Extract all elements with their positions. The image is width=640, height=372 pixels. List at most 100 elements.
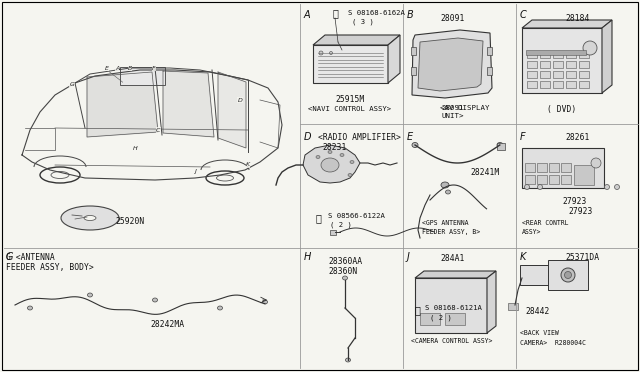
Text: E: E (407, 132, 413, 142)
Ellipse shape (321, 158, 339, 172)
Text: UNIT>: UNIT> (442, 113, 464, 119)
Bar (549, 175, 559, 184)
Text: FEEDER ASSY, BODY>: FEEDER ASSY, BODY> (6, 263, 93, 272)
Ellipse shape (561, 268, 575, 282)
Ellipse shape (316, 155, 320, 158)
Bar (526, 50, 586, 55)
Polygon shape (418, 38, 483, 91)
Text: A: A (115, 65, 119, 71)
Ellipse shape (346, 358, 351, 362)
Polygon shape (412, 30, 492, 98)
Text: 25915M: 25915M (335, 95, 365, 104)
Text: G <ANTENNA: G <ANTENNA (6, 253, 55, 262)
Text: <CAMERA CONTROL ASSY>: <CAMERA CONTROL ASSY> (412, 338, 493, 344)
Text: ASSY>: ASSY> (522, 229, 541, 235)
Bar (566, 61, 576, 68)
Bar (574, 165, 594, 185)
Bar (553, 71, 563, 78)
Text: 25920N: 25920N (115, 218, 144, 227)
Polygon shape (303, 145, 360, 183)
Text: S 08168-6121A: S 08168-6121A (425, 305, 482, 311)
Text: <REAR CONTRL: <REAR CONTRL (522, 220, 568, 226)
Bar (561, 175, 571, 184)
Bar (420, 313, 440, 325)
Text: Ⓢ: Ⓢ (315, 213, 321, 223)
Text: J: J (407, 252, 410, 262)
Text: <BACK VIEW: <BACK VIEW (520, 330, 559, 336)
Text: 28261: 28261 (565, 133, 589, 142)
Text: <AV DISPLAY: <AV DISPLAY (440, 105, 490, 111)
Text: B: B (128, 65, 132, 71)
Ellipse shape (497, 142, 503, 148)
Polygon shape (218, 72, 246, 148)
Ellipse shape (84, 215, 96, 221)
Text: 25371DA: 25371DA (565, 253, 599, 262)
Bar (566, 81, 576, 88)
Polygon shape (313, 35, 400, 45)
Text: K: K (246, 163, 250, 167)
Text: D: D (237, 97, 243, 103)
Ellipse shape (614, 185, 620, 189)
Text: H: H (132, 145, 138, 151)
Bar (579, 61, 589, 68)
Bar (540, 51, 550, 58)
Bar (579, 71, 589, 78)
Text: D: D (304, 132, 312, 142)
Text: ( DVD): ( DVD) (547, 105, 577, 114)
Bar (313, 45, 388, 83)
Ellipse shape (328, 151, 332, 154)
Ellipse shape (88, 293, 93, 297)
Bar (527, 81, 537, 88)
Bar (487, 67, 492, 75)
Polygon shape (87, 72, 158, 137)
Text: 28091: 28091 (442, 105, 464, 111)
Bar (522, 28, 602, 93)
Bar (553, 81, 563, 88)
Text: G: G (70, 81, 74, 87)
Bar (553, 61, 563, 68)
Bar (497, 143, 505, 150)
Text: F: F (520, 132, 525, 142)
Text: 28442: 28442 (525, 307, 549, 316)
Text: 28241M: 28241M (470, 168, 499, 177)
Text: Ⓢ: Ⓢ (414, 305, 420, 315)
Text: 28231: 28231 (322, 143, 346, 152)
Text: CAMERA>  R280004C: CAMERA> R280004C (520, 340, 586, 346)
Ellipse shape (350, 160, 354, 164)
Bar (566, 51, 576, 58)
Text: C: C (520, 10, 527, 20)
Ellipse shape (564, 272, 572, 279)
Bar (579, 81, 589, 88)
Bar (330, 230, 336, 235)
Bar (537, 163, 547, 172)
Text: ( 2 ): ( 2 ) (430, 315, 452, 321)
Bar (553, 51, 563, 58)
Text: ( 3 ): ( 3 ) (352, 19, 374, 25)
Bar (525, 163, 535, 172)
Text: H: H (304, 252, 312, 262)
Bar (527, 61, 537, 68)
Ellipse shape (348, 173, 352, 176)
Text: 28360AA: 28360AA (328, 257, 362, 266)
Bar (445, 313, 465, 325)
Bar (561, 163, 571, 172)
Ellipse shape (28, 306, 33, 310)
Text: K: K (520, 252, 526, 262)
Polygon shape (522, 20, 612, 28)
Bar (411, 47, 416, 55)
Text: A: A (304, 10, 310, 20)
Bar (540, 71, 550, 78)
Text: <NAVI CONTROL ASSY>: <NAVI CONTROL ASSY> (308, 106, 392, 112)
Text: S 08566-6122A: S 08566-6122A (328, 213, 385, 219)
Text: 28242MA: 28242MA (150, 320, 184, 329)
Ellipse shape (218, 306, 223, 310)
Bar (537, 175, 547, 184)
Text: <RADIO AMPLIFIER>: <RADIO AMPLIFIER> (318, 133, 401, 142)
Text: S 08168-6162A: S 08168-6162A (348, 10, 405, 16)
Text: Ⓢ: Ⓢ (332, 8, 338, 18)
Ellipse shape (152, 298, 157, 302)
Text: 27923: 27923 (568, 207, 593, 216)
Bar (540, 61, 550, 68)
Text: B: B (407, 10, 413, 20)
Ellipse shape (538, 185, 543, 189)
